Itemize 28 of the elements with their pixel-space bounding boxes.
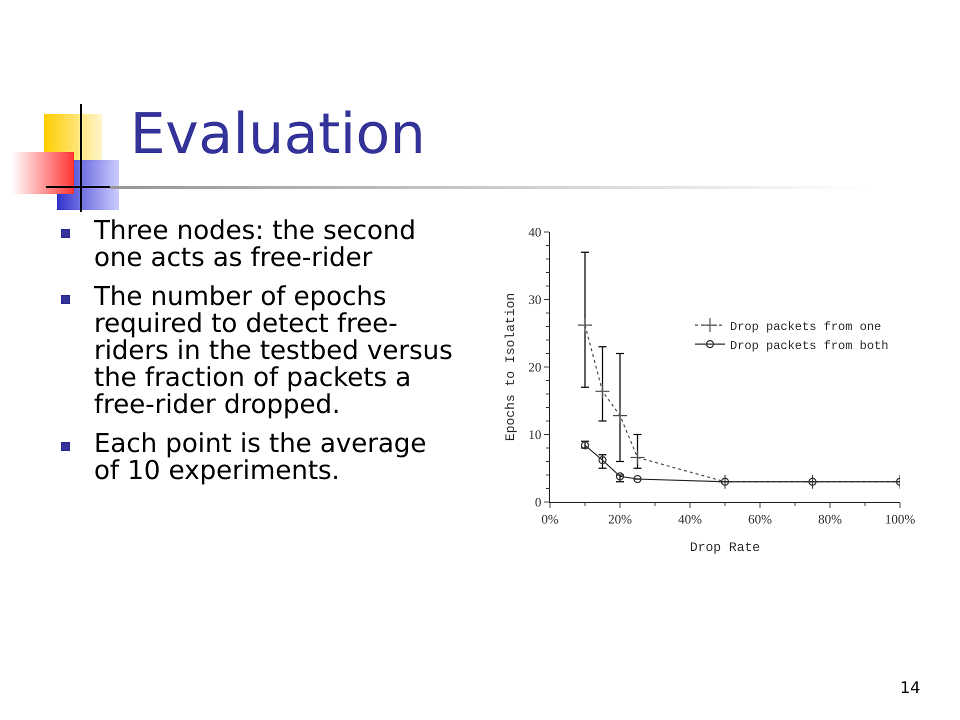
x-tick-label: 20% — [608, 512, 632, 527]
legend-label: Drop packets from one — [730, 320, 882, 334]
x-axis-title: Drop Rate — [690, 540, 760, 555]
point — [630, 450, 646, 466]
point — [633, 474, 642, 484]
x-tick-label: 40% — [678, 512, 702, 527]
y-axis-title: Epochs to Isolation — [503, 292, 518, 442]
y-tick-label: 10 — [528, 427, 542, 442]
text: The number of epochs required to detect free-riders in the testbed versus the fraction of packets a free-rider dropped. — [92, 282, 454, 420]
y-tick-label: 0 — [534, 494, 542, 510]
x-tick-label: 60% — [748, 512, 772, 527]
legend-label: Drop packets from both — [730, 338, 888, 353]
x-tick-label: 100% — [884, 512, 916, 527]
point — [808, 478, 817, 486]
point — [612, 408, 628, 424]
text: Each point is the average of 10 experiments. — [93, 429, 428, 486]
y-tick-label: 30 — [528, 292, 542, 308]
point — [598, 456, 607, 464]
point — [594, 384, 610, 399]
text: Three nodes: the second one acts as free-rider — [92, 216, 417, 273]
point — [577, 318, 593, 333]
chart-title: Evaluation — [130, 102, 426, 167]
y-tick-label: 20 — [528, 360, 542, 375]
text: 14 — [900, 678, 920, 697]
x-tick-label: 80% — [818, 512, 842, 527]
x-tick-label: 0% — [541, 512, 559, 527]
point — [720, 478, 730, 486]
y-tick-label: 40 — [528, 224, 542, 240]
